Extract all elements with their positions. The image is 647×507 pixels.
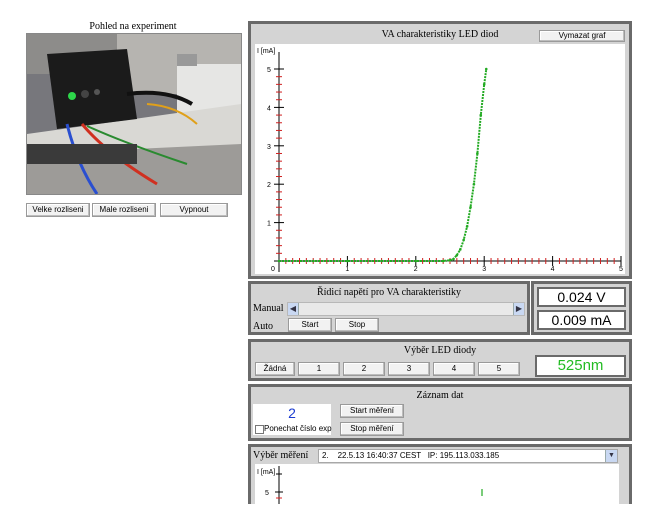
data-point — [462, 238, 465, 242]
data-point — [484, 67, 488, 71]
y-tick-label: 2 — [267, 182, 271, 189]
wavelength-readout: 525nm — [535, 355, 626, 377]
data-point — [465, 225, 469, 228]
measurement-select[interactable]: 2. 22.5.13 16:40:37 CEST IP: 195.113.033… — [318, 449, 618, 463]
series-line — [279, 68, 488, 262]
current-readout: 0.009 mA — [537, 310, 626, 330]
led-option-5[interactable]: 5 — [478, 362, 520, 376]
x-tick-label: 0 — [271, 266, 275, 273]
measurement-select-label: Výběr měření — [253, 450, 309, 461]
led-selection-panel: Výběr LED diody Žádná 1 2 3 4 5 525nm — [248, 339, 632, 381]
turn-off-button[interactable]: Vypnout — [160, 203, 228, 217]
auto-label: Auto — [253, 321, 273, 332]
auto-stop-button[interactable]: Stop — [335, 318, 379, 332]
led-selection-title: Výběr LED diody — [403, 345, 477, 356]
led-option-4[interactable]: 4 — [433, 362, 475, 376]
measurement-y-axis-label: I [mA] — [257, 469, 275, 476]
measurement-plot-area: I [mA] 5 — [255, 464, 619, 504]
slider-left-arrow[interactable]: ◀ — [288, 303, 299, 315]
data-point — [455, 253, 459, 257]
camera-title: Pohled na experiment — [89, 21, 177, 32]
led-option-1[interactable]: 1 — [298, 362, 340, 376]
data-record-title: Záznam dat — [416, 390, 464, 401]
x-tick-label: 2 — [414, 266, 418, 273]
camera-image — [26, 33, 242, 195]
data-point — [479, 113, 483, 117]
data-point — [472, 182, 476, 186]
led-option-3[interactable]: 3 — [388, 362, 430, 376]
x-tick-label: 3 — [482, 266, 486, 273]
y-tick-label: 1 — [267, 221, 271, 228]
experiment-photo — [27, 34, 241, 194]
high-resolution-button[interactable]: Velke rozliseni — [26, 203, 90, 217]
auto-start-button[interactable]: Start — [288, 318, 332, 332]
chart-panel: VA charakteristiky LED diod Vymazat graf… — [248, 21, 632, 281]
led-option-2[interactable]: 2 — [343, 362, 385, 376]
data-point — [476, 152, 479, 155]
led-option-none[interactable]: Žádná — [255, 362, 295, 376]
data-point — [452, 257, 455, 261]
data-point — [414, 259, 418, 263]
y-tick-label: 5 — [267, 67, 271, 74]
data-point — [380, 259, 383, 263]
data-point — [448, 258, 452, 262]
low-resolution-button[interactable]: Male rozliseni — [92, 203, 156, 217]
measurement-panel: Výběr měření 2. 22.5.13 16:40:37 CEST IP… — [248, 444, 632, 504]
readout-panel: 0.024 V 0.009 mA — [531, 281, 632, 335]
start-measurement-button[interactable]: Start měření — [340, 404, 404, 418]
chart-title: VA charakteristiky LED diod — [381, 29, 499, 40]
data-point — [469, 205, 472, 209]
data-record-panel: Záznam dat 2 Ponechat číslo exp Start mě… — [248, 384, 632, 441]
y-tick-label: 4 — [267, 105, 271, 112]
data-point — [441, 259, 445, 263]
keep-number-label: Ponechat číslo exp — [264, 424, 332, 433]
data-point — [482, 83, 486, 86]
manual-label: Manual — [253, 303, 284, 314]
measurement-select-value: 2. 22.5.13 16:40:37 CEST IP: 195.113.033… — [322, 451, 500, 460]
experiment-number-box: 2 Ponechat číslo exp — [253, 404, 332, 435]
clear-graph-button[interactable]: Vymazat graf — [539, 30, 625, 42]
experiment-number: 2 — [288, 405, 296, 421]
measurement-y-tick: 5 — [265, 490, 269, 497]
data-point — [458, 248, 462, 251]
voltage-slider[interactable]: ◀ ▶ — [287, 302, 525, 316]
y-axis-label: I [mA] — [257, 48, 275, 55]
voltage-readout: 0.024 V — [537, 287, 626, 307]
voltage-control-panel: Řídicí napětí pro VA charakteristiky Man… — [248, 281, 530, 335]
x-tick-label: 4 — [551, 266, 555, 273]
x-tick-label: 5 — [619, 266, 623, 273]
chevron-down-icon[interactable]: ▼ — [605, 450, 617, 462]
data-point — [277, 259, 281, 263]
measurement-chart-svg: I [mA] 5 — [257, 466, 483, 504]
voltage-control-title: Řídicí napětí pro VA charakteristiky — [316, 287, 462, 298]
keep-number-checkbox[interactable] — [255, 425, 264, 434]
stop-measurement-button[interactable]: Stop měření — [340, 422, 404, 436]
y-tick-label: 3 — [267, 144, 271, 151]
x-tick-label: 1 — [345, 266, 349, 273]
data-point — [346, 259, 349, 263]
data-point — [311, 259, 315, 263]
slider-right-arrow[interactable]: ▶ — [513, 303, 524, 315]
